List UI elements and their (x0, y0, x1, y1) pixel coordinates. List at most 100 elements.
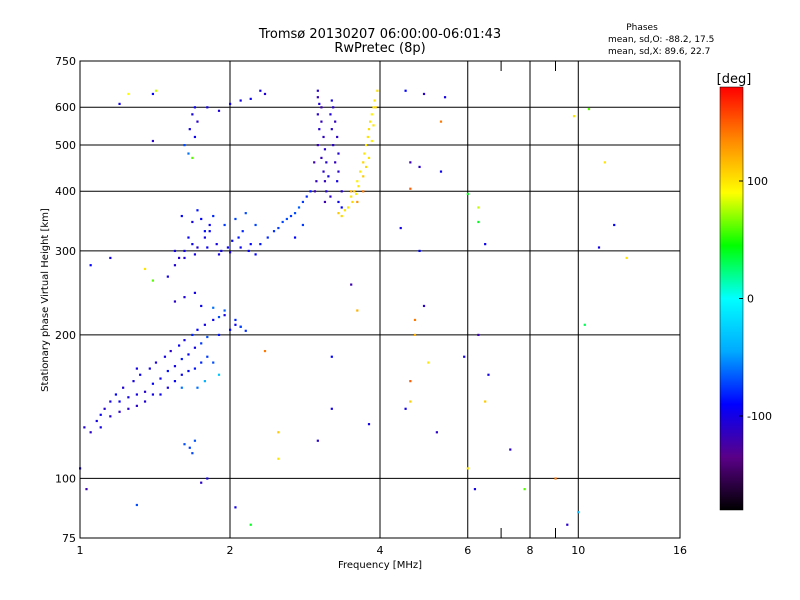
data-point (239, 99, 242, 102)
data-point (217, 333, 221, 337)
data-point (241, 230, 244, 233)
data-point (223, 314, 226, 317)
data-point (191, 156, 194, 160)
data-point (85, 488, 88, 491)
data-point (173, 264, 177, 267)
y-tick-label: 100 (55, 472, 76, 485)
data-point (309, 190, 312, 193)
data-point (196, 209, 199, 212)
data-point (413, 318, 417, 322)
data-point (193, 346, 197, 349)
data-point (99, 426, 102, 429)
chart-subtitle: RwPretec (8p) (334, 41, 425, 56)
data-point (372, 106, 375, 109)
data-point (305, 195, 308, 198)
chart-title: Tromsø 20130207 06:00:00-06:01:43 (258, 27, 501, 42)
data-point (316, 113, 319, 116)
data-point (473, 488, 477, 491)
data-point (183, 296, 186, 299)
data-point (127, 92, 130, 96)
data-point (404, 89, 407, 92)
data-point (327, 175, 330, 178)
data-point (203, 230, 206, 233)
data-point (103, 407, 106, 410)
data-point (362, 175, 365, 178)
data-point (206, 106, 209, 109)
data-point (244, 212, 247, 215)
data-point (362, 190, 365, 193)
data-point (439, 170, 443, 173)
data-point (166, 386, 169, 389)
data-point (484, 400, 487, 403)
data-point (206, 335, 209, 339)
data-point (297, 206, 301, 209)
data-point (223, 223, 226, 227)
data-point (301, 200, 305, 204)
data-point (135, 404, 138, 407)
data-point (173, 380, 177, 383)
data-point (613, 223, 616, 227)
data-point (356, 309, 359, 312)
data-point (196, 120, 199, 123)
data-point (229, 251, 232, 254)
data-point (337, 212, 340, 215)
data-point (196, 328, 199, 331)
x-tick-label: 6 (464, 544, 471, 557)
data-point (370, 139, 373, 143)
data-point (118, 400, 121, 403)
grid-lines (80, 61, 680, 538)
data-point (466, 467, 469, 470)
data-point (376, 89, 379, 92)
data-point (463, 355, 466, 358)
data-point (587, 107, 591, 111)
data-point (237, 236, 240, 239)
data-point (597, 246, 601, 249)
y-tick-label: 600 (55, 101, 76, 114)
data-points (79, 89, 628, 526)
x-tick-label: 10 (571, 544, 585, 557)
data-point (337, 170, 340, 173)
data-point (193, 291, 197, 294)
data-point (427, 361, 430, 364)
data-point (196, 246, 199, 249)
data-point (196, 386, 199, 389)
data-point (277, 431, 280, 434)
data-point (173, 249, 177, 253)
data-point (143, 400, 147, 403)
data-point (404, 407, 407, 410)
data-point (139, 373, 142, 376)
data-point (350, 195, 353, 198)
data-point (330, 128, 333, 131)
data-point (566, 523, 569, 526)
data-point (151, 279, 155, 282)
data-point (109, 400, 112, 403)
x-tick-label: 8 (527, 544, 534, 557)
data-point (177, 344, 181, 347)
data-point (285, 217, 288, 221)
data-point (212, 214, 215, 218)
data-point (127, 407, 130, 410)
data-point (212, 318, 215, 322)
data-point (163, 355, 167, 358)
x-tick-label: 16 (673, 544, 687, 557)
data-point (206, 477, 209, 480)
data-point (148, 367, 151, 370)
data-point (301, 223, 305, 227)
data-point (316, 96, 319, 99)
data-point (95, 419, 98, 423)
y-tick-label: 750 (55, 55, 76, 68)
data-point (217, 109, 221, 112)
data-point (422, 304, 426, 308)
data-point (356, 200, 359, 204)
data-point (363, 152, 366, 155)
data-point (523, 488, 526, 491)
data-point (154, 89, 158, 92)
data-point (187, 152, 190, 155)
data-point (239, 246, 242, 249)
data-point (244, 329, 247, 332)
data-point (354, 192, 358, 196)
data-point (263, 92, 267, 96)
data-point (203, 323, 206, 326)
data-point (229, 102, 232, 106)
colorbar-tick-label: -100 (747, 410, 772, 423)
